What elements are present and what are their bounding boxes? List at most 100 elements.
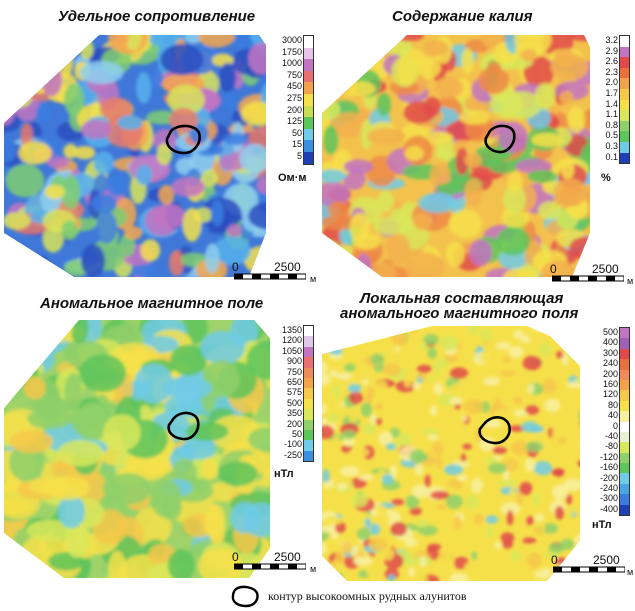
panel-4-title-line1: Локальная составляющая xyxy=(360,290,564,307)
map-cell xyxy=(136,164,153,186)
map-cell xyxy=(474,513,485,526)
map-cell xyxy=(449,367,469,379)
map-cell xyxy=(329,560,342,574)
map-cell xyxy=(4,53,20,77)
map-cell xyxy=(427,347,437,359)
map-cell xyxy=(448,209,482,239)
map-cell xyxy=(322,469,330,484)
map-cell xyxy=(445,241,465,267)
map-cell xyxy=(79,61,124,84)
map-cell xyxy=(480,35,504,49)
legend-swatch xyxy=(620,359,629,370)
legend-swatch xyxy=(620,88,629,100)
map-cell xyxy=(329,369,338,377)
map-cell xyxy=(493,541,503,550)
map-cell xyxy=(4,81,33,94)
map-cell xyxy=(449,572,469,581)
map-cell xyxy=(342,429,356,440)
map-cell xyxy=(382,547,395,561)
map-cell xyxy=(411,56,441,79)
map-cell xyxy=(4,35,36,54)
map-cell xyxy=(349,447,370,457)
map-cell xyxy=(18,35,56,44)
map-cell xyxy=(522,537,537,544)
map-cell xyxy=(20,47,60,78)
map-cell xyxy=(341,541,353,555)
map-cell xyxy=(5,164,45,198)
map-cell xyxy=(227,224,242,237)
legend-label: -160 xyxy=(599,462,618,473)
map-cell xyxy=(455,147,469,175)
map-cell xyxy=(8,320,31,334)
map-cell xyxy=(533,461,553,476)
map-cell xyxy=(564,326,575,333)
map-cell xyxy=(158,184,175,205)
map-cell xyxy=(564,506,580,514)
legend-swatch xyxy=(620,390,629,401)
map-cell xyxy=(39,60,58,79)
map-cell xyxy=(102,473,152,505)
panel-2-title: Содержание калия xyxy=(392,8,533,25)
map-cell xyxy=(33,62,50,84)
map-cell xyxy=(436,183,462,196)
legend-label: 450 xyxy=(286,81,302,92)
map-cell xyxy=(164,397,185,418)
map-cell xyxy=(343,159,374,174)
map-cell xyxy=(427,434,439,441)
map-cell xyxy=(378,431,393,446)
legend-color-bar xyxy=(619,35,630,165)
map-cell xyxy=(322,542,327,555)
map-cell xyxy=(4,320,32,356)
map-cell xyxy=(514,35,552,56)
map-cell xyxy=(332,326,352,332)
legend-color-bar xyxy=(619,327,630,517)
legend-caption: контур высокоомных рудных алунитов xyxy=(268,589,467,603)
legend-swatch xyxy=(304,429,313,441)
map-cell xyxy=(322,403,327,415)
map-cell xyxy=(459,110,491,125)
legend-label: -100 xyxy=(283,439,302,450)
map-cell xyxy=(390,522,407,537)
map-cell xyxy=(474,564,484,574)
map-cell xyxy=(217,461,258,486)
map-cell xyxy=(160,44,204,76)
map-cell xyxy=(358,372,370,380)
legend-label: -400 xyxy=(599,503,618,514)
map-cell xyxy=(43,475,90,500)
map-cell xyxy=(20,123,33,148)
map-cell xyxy=(340,466,360,477)
legend-label: 0.5 xyxy=(605,130,618,141)
map-cell xyxy=(201,457,218,480)
map-cell xyxy=(4,35,34,50)
legend-swatch xyxy=(620,78,629,89)
map-cell xyxy=(434,76,464,99)
map-cell xyxy=(198,547,243,578)
map-cell xyxy=(207,503,226,545)
legend-swatch xyxy=(304,398,313,410)
map-cell xyxy=(464,560,480,576)
map-cell xyxy=(444,464,464,476)
map-cell xyxy=(81,119,112,140)
map-cell xyxy=(405,495,420,509)
panel-3-title: Аномальное магнитное поле xyxy=(40,295,264,312)
map-cell xyxy=(574,533,580,548)
map-cell xyxy=(542,378,557,395)
map-cell xyxy=(348,413,359,423)
map-cell xyxy=(527,383,535,394)
alunite-contour xyxy=(478,416,511,445)
legend-swatch xyxy=(620,483,629,495)
map-cell xyxy=(567,106,585,134)
map-cell xyxy=(322,525,333,533)
map-cell xyxy=(342,437,355,447)
map-cell xyxy=(425,391,440,404)
map-cell xyxy=(159,494,182,521)
map-cell xyxy=(482,376,500,386)
legend-swatch xyxy=(620,36,629,47)
map-cell xyxy=(200,330,245,365)
map-cell xyxy=(73,146,96,160)
map-cell xyxy=(334,359,348,368)
legend-label: 500 xyxy=(286,397,302,408)
map-cell xyxy=(63,143,78,159)
legend-swatch xyxy=(304,36,313,48)
legend-label: 1350 xyxy=(281,325,302,335)
